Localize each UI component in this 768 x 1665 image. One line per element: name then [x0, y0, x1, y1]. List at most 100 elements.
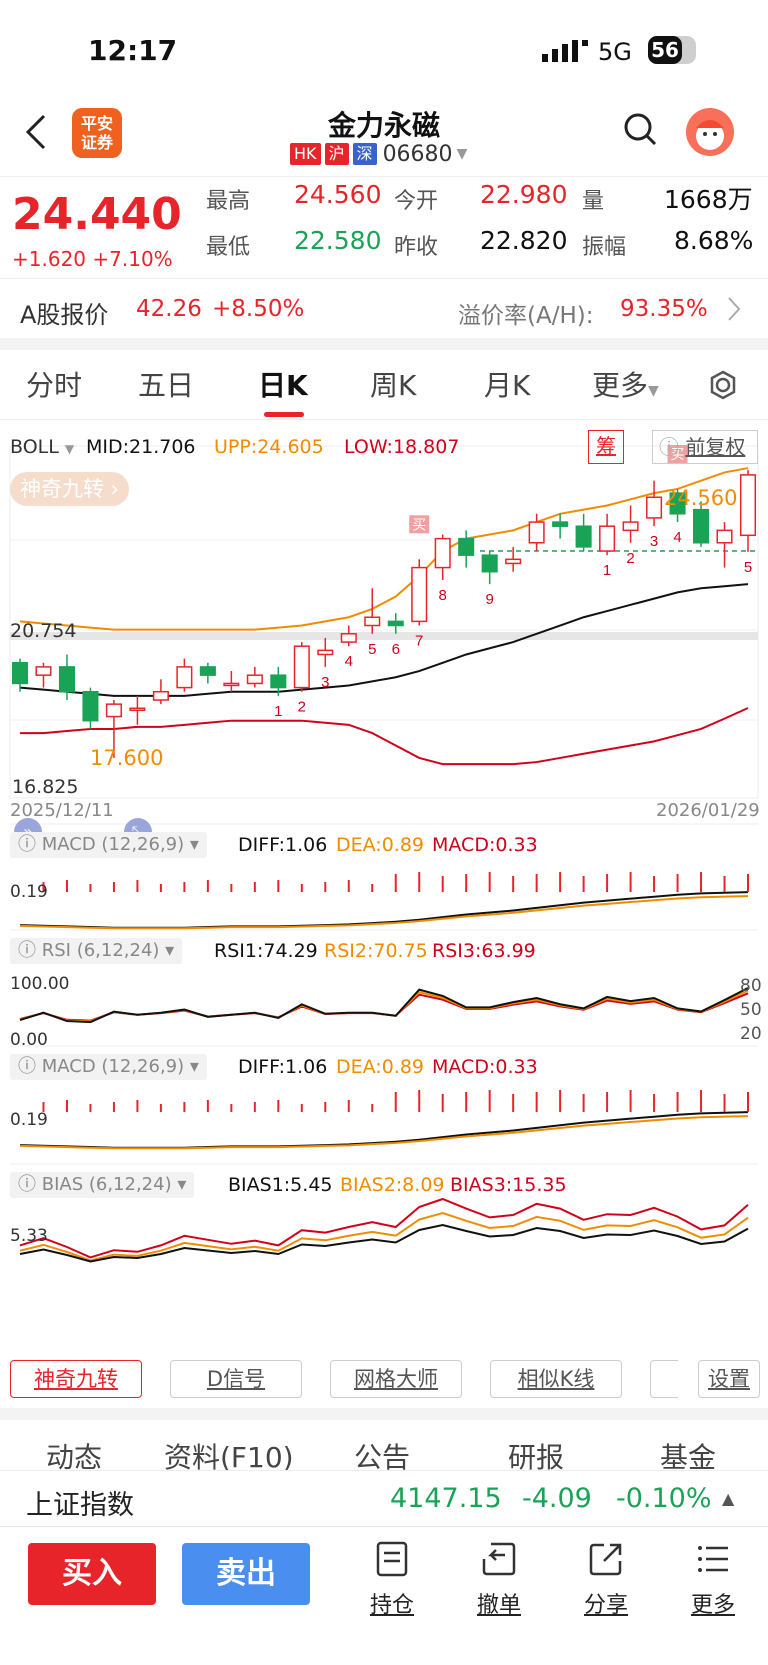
nine-turn-label: 8	[439, 587, 447, 604]
magic-nine-button[interactable]: 神奇九转	[10, 1360, 142, 1398]
rsi-indicator-select[interactable]: ⓘ RSI (6,12,24) ▾	[10, 938, 183, 964]
tab-more[interactable]: 更多▼	[592, 364, 659, 404]
date-start: 2025/12/11	[10, 800, 114, 821]
index-ticker[interactable]: 上证指数 4147.15 -4.09 -0.10% ▲	[0, 1470, 768, 1526]
macd2-dea: DEA:0.89	[336, 1056, 425, 1078]
share-icon	[589, 1543, 622, 1576]
candle-body	[646, 496, 663, 519]
vol-label: 量	[582, 189, 605, 214]
stock-header: 平安 证券 金力永磁 HK 沪 深 06680 ▼	[0, 100, 768, 172]
tab-f10[interactable]: 资料(F10)	[164, 1441, 294, 1470]
buy-mark: 买	[671, 446, 685, 462]
hold-button[interactable]: 持仓	[352, 1541, 432, 1619]
amplitude-label: 振幅	[582, 235, 627, 260]
macd-indicator-select[interactable]: ⓘ MACD (12,26,9) ▾	[10, 832, 207, 858]
tab-five-day[interactable]: 五日	[138, 369, 195, 402]
menu-icon	[698, 1546, 728, 1572]
battery-level: 56	[648, 36, 682, 64]
a-share-pct: +8.50%	[212, 296, 305, 322]
grid-master-button[interactable]: 网格大师	[330, 1360, 462, 1398]
candle-body	[505, 558, 522, 565]
divider	[0, 1408, 768, 1420]
boll-mid-line	[19, 583, 749, 697]
macd1-diff: DIFF:1.06	[238, 834, 328, 856]
candle-body	[669, 492, 686, 515]
macd2-macd: MACD:0.33	[432, 1056, 538, 1078]
candle-body	[599, 525, 616, 552]
macd2-indicator-select[interactable]: ⓘ MACD (12,26,9) ▾	[10, 1054, 207, 1080]
buy-button[interactable]: 买入	[28, 1543, 156, 1605]
bias-indicator-select[interactable]: ⓘ BIAS (6,12,24) ▾	[10, 1172, 195, 1198]
rsi-20: 20	[740, 1024, 762, 1044]
share-button[interactable]: 分享	[566, 1541, 646, 1619]
rsi1-line	[19, 987, 749, 1024]
info-tabs: 动态 资料(F10) 公告 研报 基金	[0, 1420, 768, 1470]
candle-body	[364, 616, 381, 627]
macd2-name: MACD (12,26,9)	[41, 1056, 185, 1077]
prev-close-value: 22.820	[480, 226, 568, 255]
high-mark: 24.560	[664, 486, 738, 510]
search-icon[interactable]	[622, 110, 658, 154]
adjust-button[interactable]: ⓘ 前复权	[652, 430, 758, 464]
settings-button[interactable]: 设置	[698, 1360, 760, 1398]
tab-intraday[interactable]: 分时	[26, 369, 83, 402]
candle-body	[739, 474, 757, 537]
tab-daily-k[interactable]: 日K	[258, 369, 308, 402]
prev-close-label: 昨收	[394, 235, 439, 260]
more-tools-button[interactable]	[650, 1360, 678, 1398]
premium-value: 93.35%	[620, 296, 708, 322]
magic-nine-label: 神奇九转	[20, 477, 104, 501]
candle-body	[575, 525, 592, 548]
tag-sz: 深	[352, 143, 377, 165]
share-label: 分享	[583, 1593, 628, 1618]
nine-turn-label: 4	[673, 529, 681, 546]
d-signal-button[interactable]: D信号	[170, 1360, 302, 1398]
rsi-80: 80	[740, 976, 762, 996]
logo-line-2: 证券	[80, 133, 113, 152]
rsi-50: 50	[740, 1000, 762, 1020]
sell-button[interactable]: 卖出	[182, 1543, 310, 1605]
more-button[interactable]: 更多	[673, 1541, 753, 1619]
similar-k-button[interactable]: 相似K线	[490, 1360, 622, 1398]
macd2-axis: 0.19	[10, 1110, 48, 1130]
market-tags[interactable]: HK 沪 深 06680 ▼	[290, 141, 467, 167]
nine-turn-label: 5	[744, 559, 752, 576]
back-icon[interactable]	[24, 112, 48, 156]
signal-icon	[542, 40, 588, 62]
candle-body	[11, 662, 29, 685]
candle-body	[129, 707, 146, 712]
gear-icon[interactable]	[708, 370, 738, 404]
info-icon: ⓘ	[659, 435, 679, 459]
active-tab-indicator	[264, 412, 304, 417]
avatar[interactable]	[686, 108, 734, 156]
tab-announcements[interactable]: 公告	[354, 1441, 411, 1470]
candle-body	[58, 666, 75, 693]
cancel-order-button[interactable]: 撤单	[459, 1541, 539, 1619]
macd2-diff: DIFF:1.06	[238, 1056, 328, 1078]
boll-lower-line	[20, 707, 749, 766]
bias1-value: BIAS1:5.45	[228, 1174, 333, 1196]
tab-weekly-k[interactable]: 周K	[370, 369, 417, 402]
tab-news[interactable]: 动态	[46, 1441, 103, 1470]
date-end: 2026/01/29	[656, 800, 760, 821]
index-change: -4.09	[522, 1483, 592, 1514]
magic-nine-tag[interactable]: 神奇九转 ›	[10, 472, 130, 506]
undo-icon	[482, 1542, 516, 1576]
candle-body	[716, 529, 733, 544]
tab-research[interactable]: 研报	[508, 1441, 565, 1470]
tab-monthly-k[interactable]: 月K	[484, 369, 531, 402]
a-share-row[interactable]: A股报价 42.26 +8.50% 溢价率(A/H): 93.35%	[0, 278, 768, 338]
candle-body	[458, 537, 475, 556]
chip-button[interactable]: 筹	[588, 430, 624, 464]
stock-code: 06680	[382, 141, 453, 167]
tab-more-label: 更多	[592, 369, 649, 402]
quote-panel: 24.440 +1.620 +7.10% 最高 24.560 今开 22.980…	[0, 176, 768, 276]
a-share-label: A股报价	[20, 301, 109, 329]
rsi-name: RSI (6,12,24)	[41, 940, 160, 961]
tab-funds[interactable]: 基金	[660, 1441, 717, 1470]
status-time: 12:17	[88, 34, 178, 67]
axis-min-label: 16.825	[12, 776, 79, 798]
boll-name[interactable]: BOLL ▼	[10, 436, 75, 458]
vol-value: 1668万	[664, 185, 753, 214]
